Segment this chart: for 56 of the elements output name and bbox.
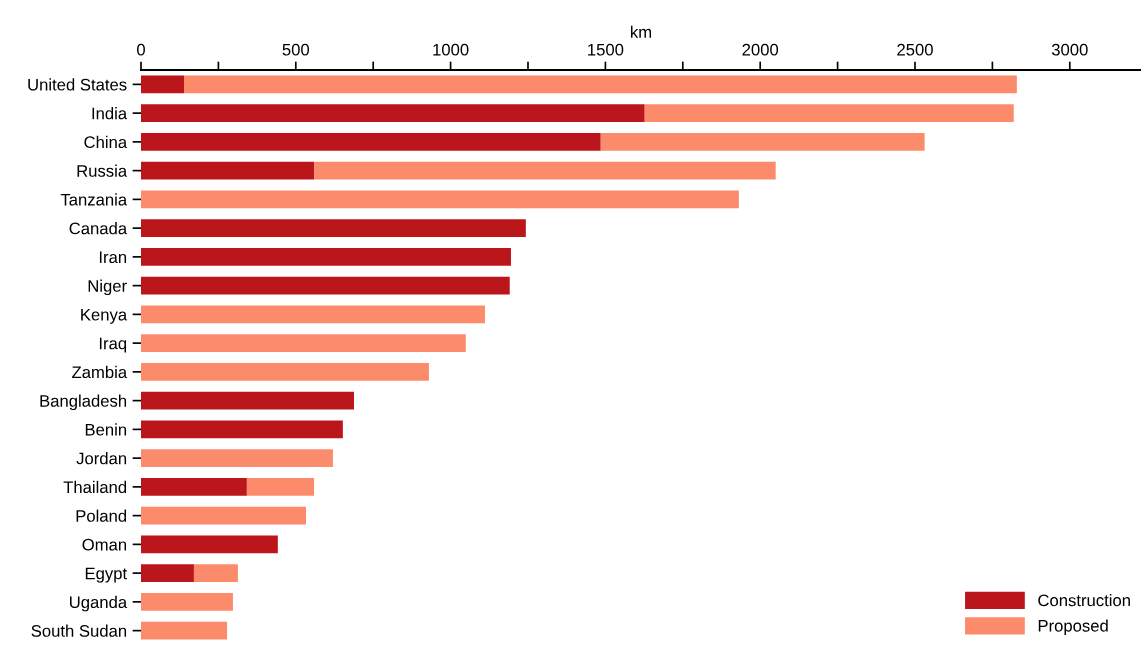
bar <box>141 75 185 94</box>
bar <box>141 161 315 180</box>
y-tick-label: Kenya <box>81 308 128 324</box>
x-tick-label: 3000 <box>1051 43 1088 56</box>
y-tick-label: Russia <box>77 164 128 177</box>
y-tick-label: Egypt <box>85 567 127 583</box>
y-tick-label: Uganda <box>70 595 128 612</box>
x-tick-label: 2000 <box>742 43 779 56</box>
y-tick-label: Bangladesh <box>40 394 127 411</box>
x-tick-label: 1500 <box>588 43 624 56</box>
bar <box>600 132 925 151</box>
bar <box>141 305 485 324</box>
bar <box>141 420 343 439</box>
bar <box>141 449 333 468</box>
bar <box>141 391 354 410</box>
y-tick-label: Iraq <box>99 337 127 353</box>
bar <box>141 506 307 525</box>
bar <box>141 219 526 238</box>
bar <box>184 75 1017 94</box>
bar <box>644 104 1014 123</box>
legend-label: Construction <box>1038 594 1130 607</box>
x-tick-label: 500 <box>282 43 310 56</box>
x-tick-label: 2500 <box>897 43 933 56</box>
y-tick-label: Poland <box>76 509 127 522</box>
x-tick-label: 0 <box>137 43 145 56</box>
y-tick-label: South Sudan <box>31 624 127 637</box>
bar <box>193 564 238 583</box>
bar <box>141 477 247 496</box>
x-tick-label: 1000 <box>433 43 469 56</box>
y-tick-label: Tanzania <box>60 193 128 206</box>
y-tick-label: Jordan <box>76 452 127 465</box>
bar <box>141 276 510 295</box>
bar <box>141 132 601 151</box>
bar <box>246 477 315 496</box>
bar <box>141 190 739 209</box>
bar <box>141 247 511 266</box>
bar <box>141 621 228 640</box>
bar <box>141 104 645 123</box>
bar <box>141 535 278 554</box>
legend-label: Proposed <box>1038 619 1108 635</box>
y-tick-label: Iran <box>99 251 127 264</box>
bar <box>141 362 429 381</box>
bar <box>141 334 466 353</box>
y-tick-label: Zambia <box>72 365 128 379</box>
y-tick-label: United States <box>28 78 127 91</box>
y-tick-label: Niger <box>88 279 127 296</box>
x-axis-title: km <box>631 25 652 38</box>
bar <box>141 592 233 611</box>
bar <box>141 564 194 583</box>
y-tick-label: India <box>92 107 128 120</box>
y-tick-label: Oman <box>82 538 127 551</box>
y-tick-label: Benin <box>85 423 127 436</box>
bar <box>314 161 776 180</box>
y-tick-label: Thailand <box>63 480 127 494</box>
y-tick-label: China <box>84 135 128 149</box>
y-tick-label: Canada <box>69 222 128 235</box>
